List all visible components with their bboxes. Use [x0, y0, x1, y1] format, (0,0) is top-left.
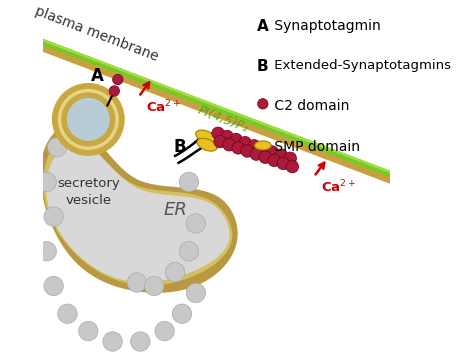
Circle shape	[44, 207, 64, 226]
Circle shape	[113, 74, 123, 85]
Circle shape	[212, 127, 224, 139]
Circle shape	[103, 332, 122, 351]
Text: secretory
vesicle: secretory vesicle	[57, 177, 119, 207]
Circle shape	[52, 83, 125, 156]
Circle shape	[186, 214, 206, 233]
Circle shape	[67, 98, 110, 141]
Circle shape	[259, 151, 272, 163]
Circle shape	[241, 145, 254, 157]
Polygon shape	[40, 125, 237, 293]
Text: Ca$^{2+}$: Ca$^{2+}$	[321, 179, 356, 196]
Circle shape	[44, 276, 64, 296]
Text: C2 domain: C2 domain	[271, 99, 350, 113]
Circle shape	[131, 332, 150, 351]
Circle shape	[232, 142, 245, 154]
Text: B: B	[256, 59, 268, 74]
Circle shape	[230, 133, 242, 146]
Circle shape	[286, 160, 299, 173]
Text: ER: ER	[163, 201, 187, 219]
Circle shape	[221, 130, 233, 143]
Circle shape	[275, 149, 287, 162]
Polygon shape	[26, 32, 408, 184]
Circle shape	[257, 99, 268, 109]
Circle shape	[250, 148, 263, 160]
Circle shape	[277, 157, 290, 170]
Text: Synaptotagmin: Synaptotagmin	[271, 19, 381, 33]
Circle shape	[109, 86, 119, 96]
Circle shape	[266, 146, 278, 158]
Circle shape	[284, 152, 296, 164]
Text: B: B	[174, 138, 187, 156]
Circle shape	[214, 135, 227, 148]
Circle shape	[58, 304, 77, 323]
Circle shape	[37, 172, 56, 192]
Polygon shape	[26, 32, 408, 190]
Circle shape	[186, 283, 206, 303]
Circle shape	[239, 136, 251, 149]
Circle shape	[37, 241, 56, 261]
Circle shape	[179, 241, 199, 261]
Circle shape	[58, 89, 119, 150]
Circle shape	[61, 92, 115, 147]
Circle shape	[257, 143, 269, 155]
Polygon shape	[26, 32, 408, 180]
Circle shape	[179, 172, 199, 192]
Circle shape	[79, 321, 98, 341]
Circle shape	[47, 138, 67, 157]
Circle shape	[145, 276, 164, 296]
Ellipse shape	[197, 138, 217, 151]
Text: PI(4,5)P₂: PI(4,5)P₂	[196, 104, 251, 135]
Circle shape	[165, 262, 185, 282]
Circle shape	[248, 139, 260, 152]
Polygon shape	[46, 141, 229, 282]
Circle shape	[268, 154, 281, 167]
Circle shape	[155, 321, 174, 341]
Circle shape	[172, 304, 191, 323]
Circle shape	[127, 273, 146, 292]
Text: Ca$^{2+}$: Ca$^{2+}$	[146, 99, 181, 115]
Text: A: A	[91, 67, 103, 85]
Ellipse shape	[196, 130, 216, 143]
Text: SMP domain: SMP domain	[271, 140, 360, 154]
Circle shape	[223, 139, 236, 151]
Ellipse shape	[255, 141, 271, 150]
Polygon shape	[43, 134, 232, 285]
Text: Extended-Synaptotagmins: Extended-Synaptotagmins	[271, 59, 451, 72]
Text: A: A	[256, 19, 268, 34]
Text: plasma membrane: plasma membrane	[33, 4, 161, 64]
